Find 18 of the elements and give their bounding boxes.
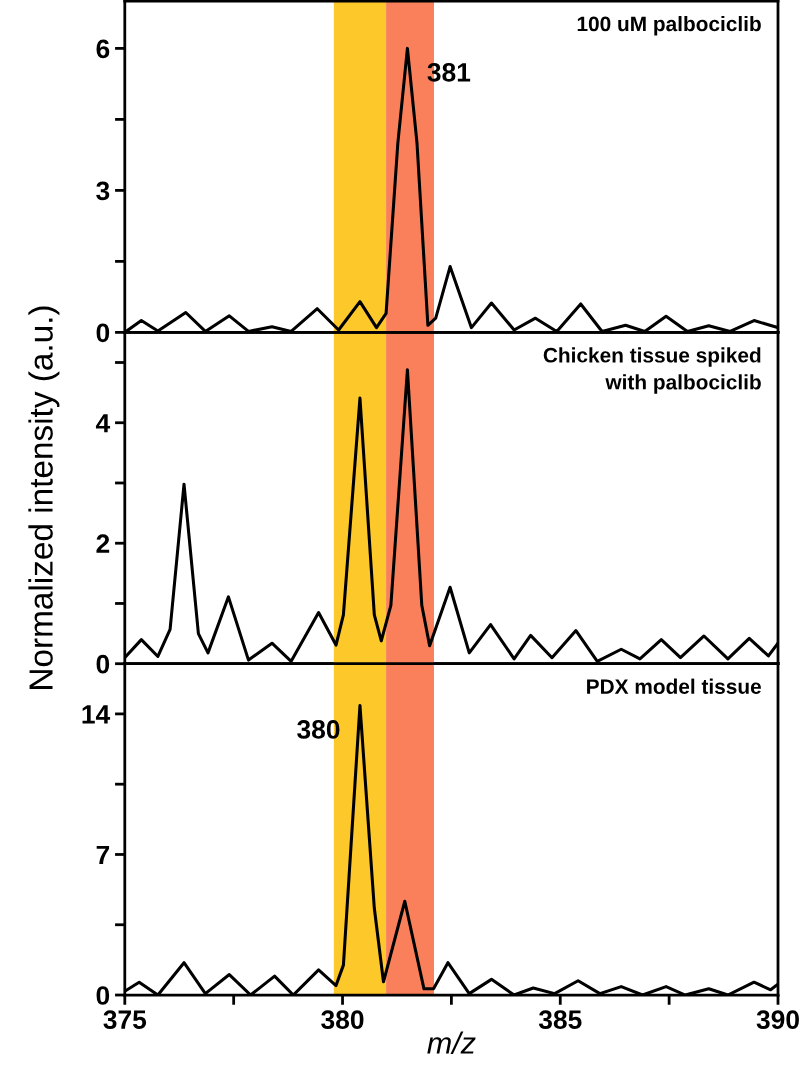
y-tick-label: 6	[96, 39, 110, 59]
x-tick-label: 375	[103, 1010, 147, 1030]
x-tick-label: 380	[321, 1010, 364, 1030]
text: 100 uM palbociclib	[577, 15, 761, 36]
y-tick-label: 14	[82, 705, 111, 724]
y-tick-label: 0	[96, 654, 110, 674]
y-tick-label: 0	[96, 986, 110, 1005]
y-axis-title: Normalized intensity (a.u.)	[28, 306, 60, 689]
y-tick-label: 4	[95, 414, 111, 433]
text: PDX model tissue	[587, 678, 761, 694]
x-tick-label: 385	[538, 1010, 582, 1030]
y-tick-label: 3	[96, 181, 110, 201]
x-axis-title: m/z	[427, 1031, 476, 1054]
x-tick-label: 390	[756, 1010, 799, 1030]
text: Chicken tissue spiked with palbociclib	[543, 347, 761, 394]
y-tick-label: 7	[96, 845, 110, 865]
y-tick-label: 2	[96, 534, 110, 553]
y-tick-label: 0	[96, 323, 110, 343]
